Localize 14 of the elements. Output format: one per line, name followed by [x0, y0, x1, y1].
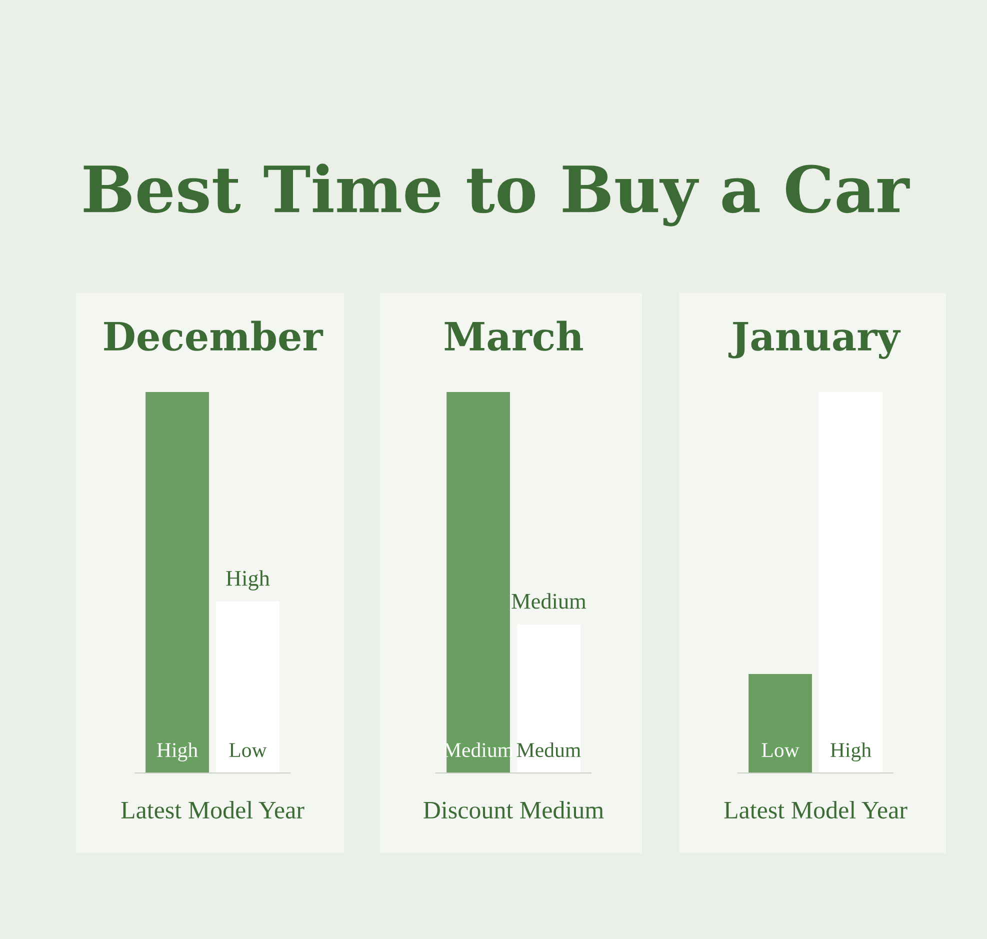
x-axis-title: Discount Medium — [424, 801, 604, 819]
x-axis-title: Latest Model Year — [121, 801, 304, 819]
annotation: High — [226, 570, 270, 590]
x-tick-label: High — [830, 742, 872, 762]
x-tick-label: Low — [762, 743, 800, 758]
chart-title: March — [444, 320, 583, 351]
x-axis-title: Latest Model Year — [724, 801, 908, 819]
x-tick-label: Low — [229, 743, 267, 758]
chart-title: January — [728, 322, 901, 359]
x-tick-label: Medum — [516, 742, 581, 758]
text: Best Time to Buy a Car — [84, 164, 910, 226]
x-tick-label: High — [157, 742, 198, 762]
annotation: Medium — [512, 593, 586, 609]
chart-title: December — [104, 320, 324, 351]
